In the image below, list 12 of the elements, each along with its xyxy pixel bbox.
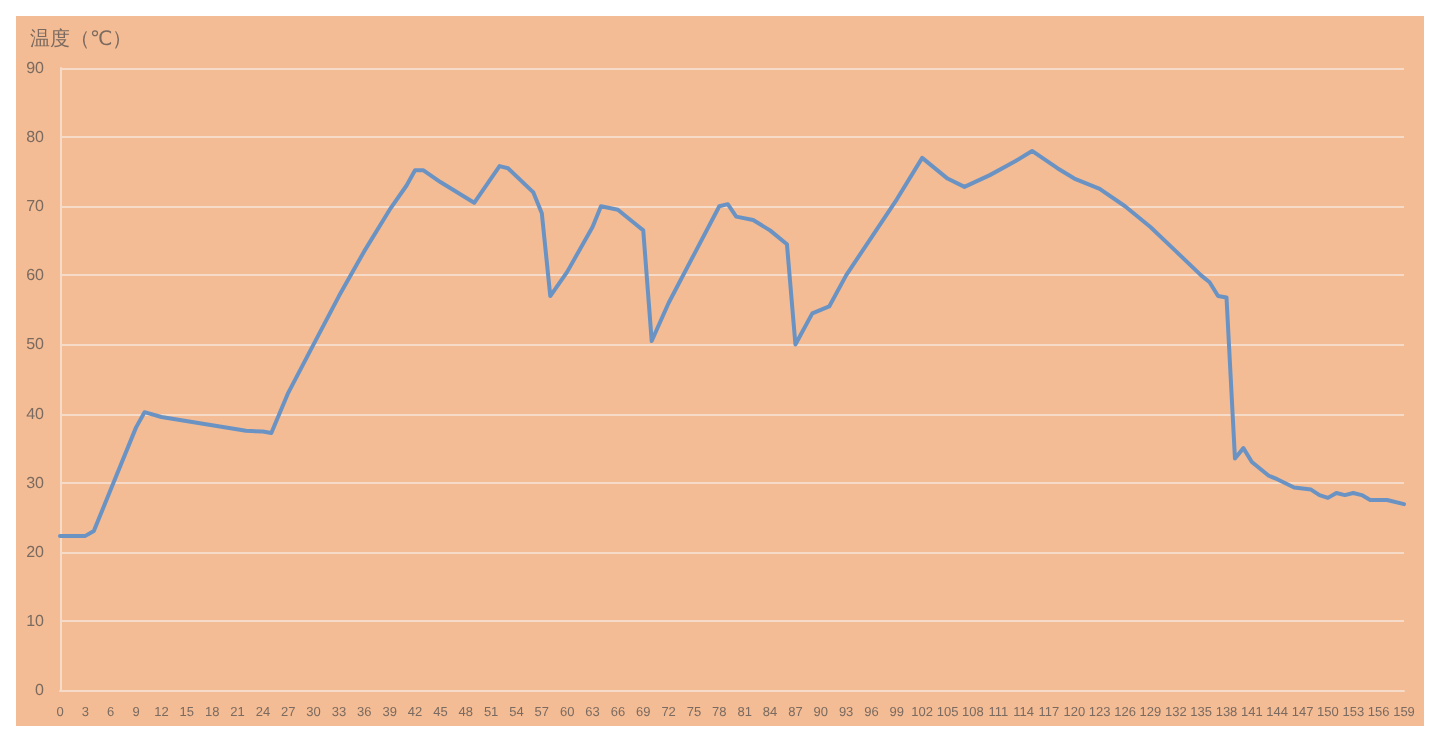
y-tick-label: 50	[26, 335, 46, 354]
y-tick-label: 60	[26, 266, 46, 285]
y-tick-label: 30	[26, 473, 46, 492]
y-tick-label: 40	[26, 404, 46, 423]
y-tick-label: 90	[26, 59, 46, 77]
y-tick-label: 20	[26, 542, 46, 561]
y-tick-label: 0	[35, 681, 46, 699]
y-axis-title: 温度（℃）	[30, 27, 133, 51]
y-tick-label: 10	[26, 611, 46, 630]
y-tick-label: 80	[26, 128, 46, 147]
y-tick-label: 70	[26, 197, 46, 216]
line-series	[58, 148, 1406, 538]
